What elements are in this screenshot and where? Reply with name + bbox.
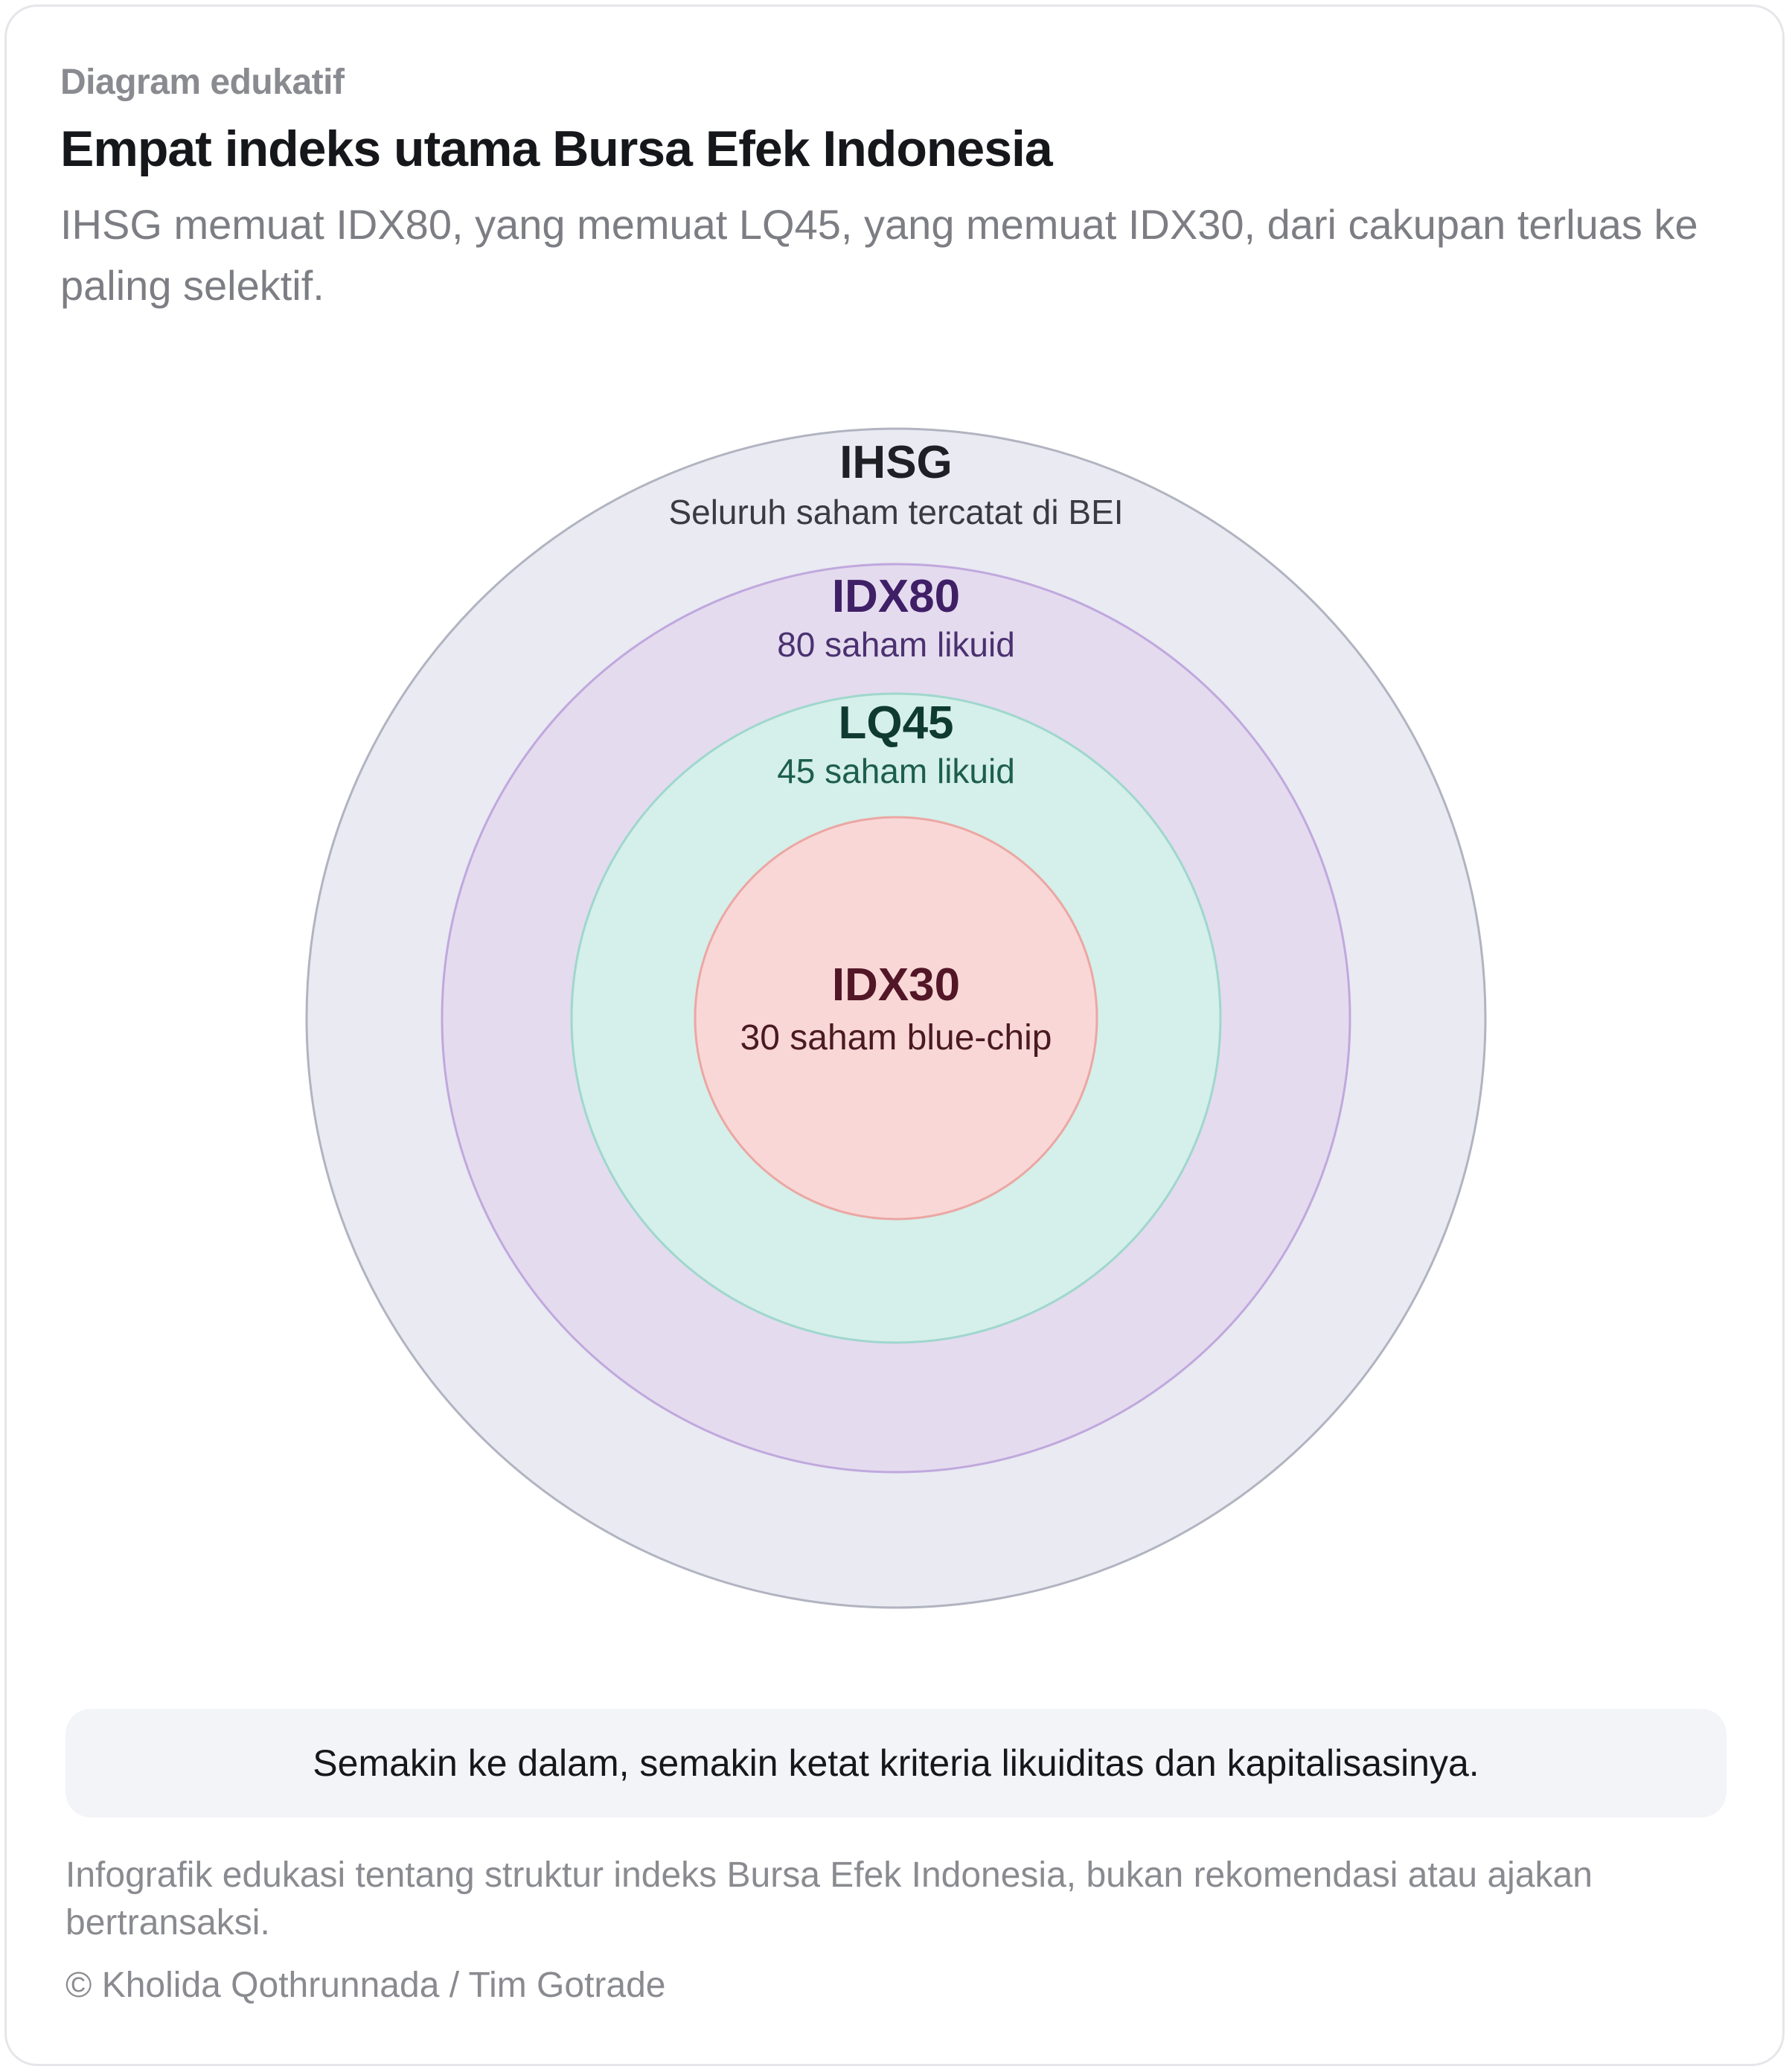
idx30-label: IDX30 <box>832 959 960 1011</box>
idx30-circle <box>694 816 1098 1221</box>
idx80-description: 80 saham likuid <box>777 625 1015 664</box>
page-subtitle: IHSG memuat IDX80, yang memuat LQ45, yan… <box>60 201 1698 309</box>
page-title: Empat indeks utama Bursa Efek Indonesia <box>60 121 1053 177</box>
credit-text: © Kholida Qothrunnada / Tim Gotrade <box>65 1966 666 2005</box>
idx80-label: IDX80 <box>832 571 960 622</box>
lq45-description: 45 saham likuid <box>777 752 1015 790</box>
note-box: Semakin ke dalam, semakin ketat kriteria… <box>65 1709 1727 1817</box>
ihsg-label: IHSG <box>839 437 953 488</box>
note-text: Semakin ke dalam, semakin ketat kriteria… <box>313 1742 1479 1784</box>
disclaimer-text: Infografik edukasi tentang struktur inde… <box>65 1855 1593 1942</box>
ihsg-description: Seluruh saham tercatat di BEI <box>668 493 1123 531</box>
eyebrow-label: Diagram edukatif <box>60 63 345 102</box>
lq45-label: LQ45 <box>838 697 953 749</box>
idx30-description: 30 saham blue-chip <box>740 1018 1052 1058</box>
